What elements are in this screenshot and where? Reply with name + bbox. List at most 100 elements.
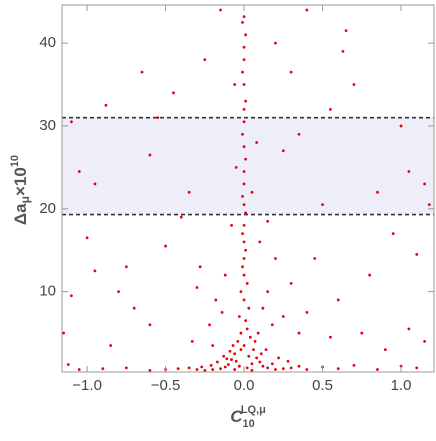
point	[219, 8, 222, 12]
point	[244, 211, 248, 215]
point	[245, 366, 249, 370]
point	[244, 33, 248, 37]
point	[352, 83, 356, 86]
point	[266, 366, 270, 370]
point	[195, 368, 199, 371]
point	[336, 298, 340, 302]
point	[289, 70, 293, 74]
point	[211, 344, 215, 347]
point	[241, 232, 244, 236]
point	[187, 190, 191, 194]
point	[233, 368, 237, 371]
point	[164, 244, 167, 248]
point	[148, 368, 152, 372]
point	[195, 286, 199, 289]
x-tick-label: 0.5	[312, 377, 333, 394]
point	[415, 366, 419, 370]
point	[215, 360, 219, 364]
point	[258, 360, 262, 364]
point	[352, 363, 356, 367]
point	[70, 294, 73, 298]
point	[274, 41, 277, 45]
point	[104, 103, 108, 107]
point	[341, 49, 345, 53]
point	[289, 281, 293, 285]
point	[305, 368, 309, 371]
point	[247, 354, 251, 358]
point	[241, 265, 244, 269]
point	[253, 339, 257, 343]
point	[242, 145, 246, 149]
point	[148, 153, 152, 157]
point	[77, 368, 81, 371]
point	[211, 368, 215, 371]
point	[237, 364, 241, 368]
point	[241, 132, 244, 136]
point	[277, 356, 281, 360]
point	[258, 240, 262, 244]
point	[423, 182, 426, 186]
point	[423, 339, 426, 343]
x-tick-label: −1.0	[72, 377, 102, 394]
point	[140, 70, 144, 74]
point	[124, 265, 128, 269]
point	[179, 215, 183, 219]
point	[297, 132, 301, 136]
point	[242, 344, 246, 347]
frame	[61, 4, 435, 373]
point	[236, 339, 240, 343]
point	[427, 203, 431, 207]
point	[261, 364, 265, 368]
point	[208, 323, 211, 327]
point	[242, 15, 246, 18]
point	[239, 331, 243, 335]
point	[230, 358, 233, 361]
point	[242, 45, 246, 49]
point	[220, 310, 224, 314]
point	[383, 348, 387, 352]
y-axis-label: Δaμ×1010	[9, 155, 32, 225]
point	[244, 248, 248, 252]
point	[255, 356, 259, 360]
point	[132, 306, 136, 310]
point	[313, 257, 317, 260]
point	[297, 331, 301, 335]
point	[187, 366, 191, 370]
y-tick-label: 30	[39, 117, 56, 134]
point	[203, 368, 207, 372]
point	[248, 335, 252, 339]
point	[209, 363, 213, 367]
point	[239, 290, 243, 294]
point	[234, 359, 238, 363]
point	[242, 240, 246, 244]
point	[344, 29, 348, 33]
point	[266, 290, 270, 294]
point	[241, 194, 244, 198]
point	[117, 290, 120, 294]
point	[233, 352, 237, 356]
point	[281, 315, 285, 318]
point	[261, 306, 265, 310]
point	[368, 273, 372, 277]
point	[407, 170, 411, 173]
point	[256, 331, 260, 335]
x-tick-label: 0.0	[234, 377, 255, 394]
point	[62, 331, 65, 335]
point	[270, 323, 274, 327]
point	[231, 344, 235, 347]
point	[250, 368, 254, 372]
point	[242, 223, 246, 227]
point	[241, 70, 244, 74]
point	[230, 223, 233, 227]
point	[244, 99, 248, 103]
point	[274, 368, 277, 371]
point	[286, 359, 290, 363]
point	[244, 157, 248, 161]
point	[270, 362, 274, 366]
x-axis-label: C10LQ,μ	[230, 404, 266, 430]
point	[228, 349, 232, 353]
point	[239, 348, 243, 352]
x-tick-label: −0.5	[151, 377, 181, 394]
point	[109, 344, 113, 347]
